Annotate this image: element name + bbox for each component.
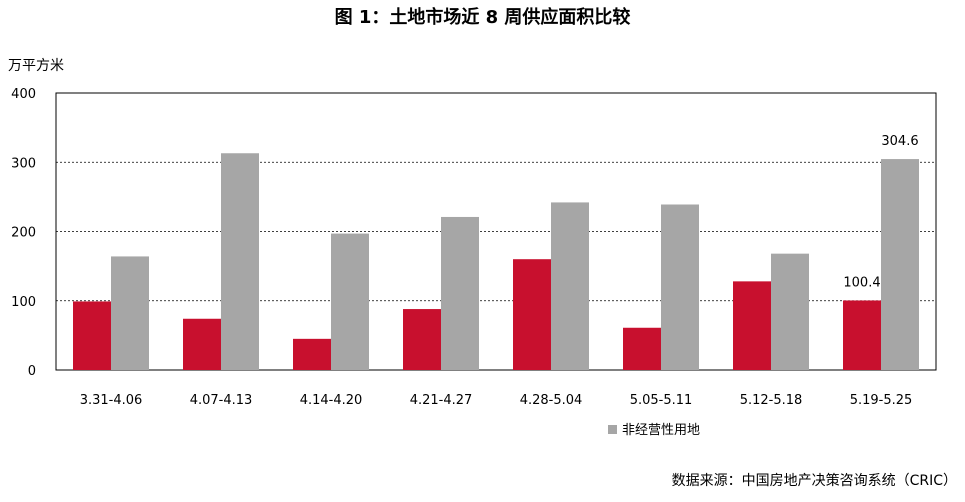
y-tick-label: 0 bbox=[28, 364, 36, 379]
data-label: 100.4 bbox=[843, 275, 880, 290]
x-tick-label: 4.28-5.04 bbox=[520, 393, 583, 408]
bar bbox=[221, 153, 259, 370]
bar bbox=[623, 327, 661, 370]
y-tick-label: 200 bbox=[11, 226, 36, 241]
bar bbox=[183, 318, 221, 370]
bar bbox=[881, 159, 919, 370]
bar bbox=[843, 300, 881, 370]
y-axis-unit: 万平方米 bbox=[8, 58, 64, 74]
bar bbox=[403, 309, 441, 370]
x-tick-label: 5.05-5.11 bbox=[630, 393, 693, 408]
x-tick-label: 5.12-5.18 bbox=[740, 393, 803, 408]
bar bbox=[733, 281, 771, 370]
x-tick-label: 3.31-4.06 bbox=[80, 393, 143, 408]
x-tick-label: 4.21-4.27 bbox=[410, 393, 473, 408]
bar bbox=[661, 204, 699, 370]
y-tick-label: 100 bbox=[11, 295, 36, 310]
bar bbox=[111, 256, 149, 370]
data-label: 304.6 bbox=[881, 134, 918, 149]
x-tick-label: 4.14-4.20 bbox=[300, 393, 363, 408]
chart-title: 图 1：土地市场近 8 周供应面积比较 bbox=[334, 7, 631, 28]
legend-swatch bbox=[608, 425, 617, 434]
bar bbox=[331, 233, 369, 370]
data-source-note: 数据来源：中国房地产决策咨询系统（CRIC） bbox=[671, 473, 957, 489]
bar bbox=[293, 338, 331, 370]
bar bbox=[441, 216, 479, 370]
legend-label: 非经营性用地 bbox=[622, 423, 700, 438]
bar bbox=[73, 301, 111, 370]
bar bbox=[513, 259, 551, 370]
x-tick-label: 4.07-4.13 bbox=[190, 393, 253, 408]
y-tick-label: 400 bbox=[11, 87, 36, 102]
x-tick-label: 5.19-5.25 bbox=[850, 393, 913, 408]
bar bbox=[551, 202, 589, 370]
y-tick-label: 300 bbox=[11, 156, 36, 171]
bar bbox=[771, 253, 809, 370]
